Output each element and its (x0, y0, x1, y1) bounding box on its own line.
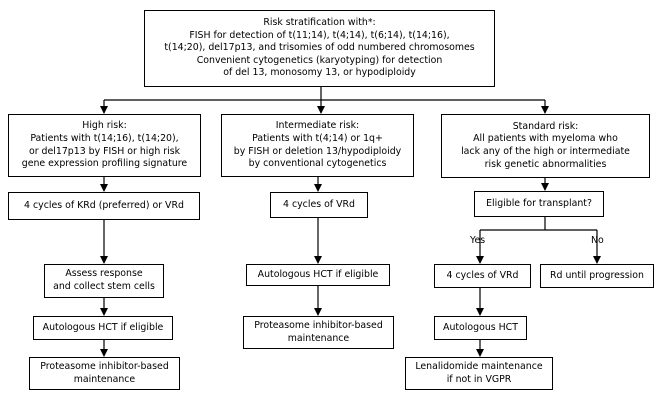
no-transplant-text: Rd until progression (550, 269, 644, 281)
high-risk-box: High risk: Patients with t(14;16), t(14;… (8, 114, 201, 177)
high-risk-maintenance-box: Proteasome inhibitor-based maintenance (29, 357, 180, 390)
intermediate-induction-box: 4 cycles of VRd (270, 192, 368, 218)
standard-induction-box: 4 cycles of VRd (434, 264, 531, 288)
standard-risk-line: lack any of the high or intermediate (461, 146, 630, 157)
risk-stratification-line: Convenient cytogenetics (karyotyping) fo… (196, 54, 443, 66)
assess-response-box: Assess response and collect stem cells (44, 264, 164, 298)
intermediate-maintenance-box: Proteasome inhibitor-based maintenance (243, 316, 394, 349)
risk-stratification-box: Risk stratification with*: FISH for dete… (144, 10, 495, 87)
high-risk-line: or del17p13 by FISH or high risk (28, 145, 181, 157)
intermediate-induction-text: 4 cycles of VRd (283, 198, 355, 210)
yes-label: Yes (470, 235, 486, 246)
high-risk-hct-text: Autologous HCT if eligible (42, 321, 164, 333)
high-risk-hct-box: Autologous HCT if eligible (33, 316, 173, 340)
standard-hct-box: Autologous HCT (434, 316, 527, 340)
transplant-eligibility-box: Eligible for transplant? (474, 191, 604, 217)
standard-risk-title: Standard risk: (512, 120, 579, 132)
high-risk-induction-text: 4 cycles of KRd (preferred) or VRd (24, 199, 184, 211)
lenalidomide-maintenance-line: Lenalidomide maintenance (415, 360, 543, 372)
high-risk-induction-box: 4 cycles of KRd (preferred) or VRd (8, 192, 200, 220)
risk-stratification-line: of del 13, monosomy 13, or hypodiploidy (223, 67, 416, 79)
standard-risk-line: risk genetic abnormalities (484, 158, 607, 170)
risk-stratification-title: Risk stratification with*: (263, 17, 376, 29)
lenalidomide-maintenance-line: if not in VGPR (446, 373, 512, 385)
standard-risk-box: Standard risk: All patients with myeloma… (441, 114, 650, 178)
transplant-eligibility-text: Eligible for transplant? (486, 197, 592, 209)
risk-stratification-line: FISH for detection of t(11;14), t(4;14),… (189, 29, 450, 41)
intermediate-maintenance-line: Proteasome inhibitor-based (254, 319, 383, 331)
high-risk-maintenance-line: Proteasome inhibitor-based (40, 360, 169, 372)
lenalidomide-maintenance-box: Lenalidomide maintenance if not in VGPR (405, 357, 553, 390)
assess-response-line: Assess response (65, 268, 143, 280)
no-label: No (591, 235, 604, 246)
intermediate-hct-text: Autologous HCT if eligible (257, 268, 379, 280)
intermediate-risk-line: by conventional cytogenetics (248, 158, 387, 170)
intermediate-risk-line: Patients with t(4;14) or 1q+ (252, 132, 383, 144)
intermediate-risk-box: Intermediate risk: Patients with t(4;14)… (221, 114, 414, 177)
standard-risk-line: All patients with myeloma who (473, 133, 618, 145)
high-risk-line: gene expression profiling signature (21, 158, 188, 170)
risk-stratification-line: t(14;20), del17p13, and trisomies of odd… (164, 42, 475, 54)
assess-response-line: and collect stem cells (53, 281, 155, 292)
intermediate-risk-title: Intermediate risk: (275, 120, 360, 132)
high-risk-line: Patients with t(14;16), t(14;20), (30, 132, 179, 144)
no-transplant-box: Rd until progression (540, 264, 654, 288)
high-risk-maintenance-line: maintenance (73, 373, 136, 385)
standard-hct-text: Autologous HCT (443, 321, 518, 333)
standard-induction-text: 4 cycles of VRd (446, 269, 519, 281)
intermediate-risk-line: by FISH or deletion 13/hypodiploidy (233, 145, 402, 157)
high-risk-title: High risk: (82, 120, 127, 132)
intermediate-hct-box: Autologous HCT if eligible (246, 264, 390, 286)
intermediate-maintenance-line: maintenance (287, 332, 350, 344)
